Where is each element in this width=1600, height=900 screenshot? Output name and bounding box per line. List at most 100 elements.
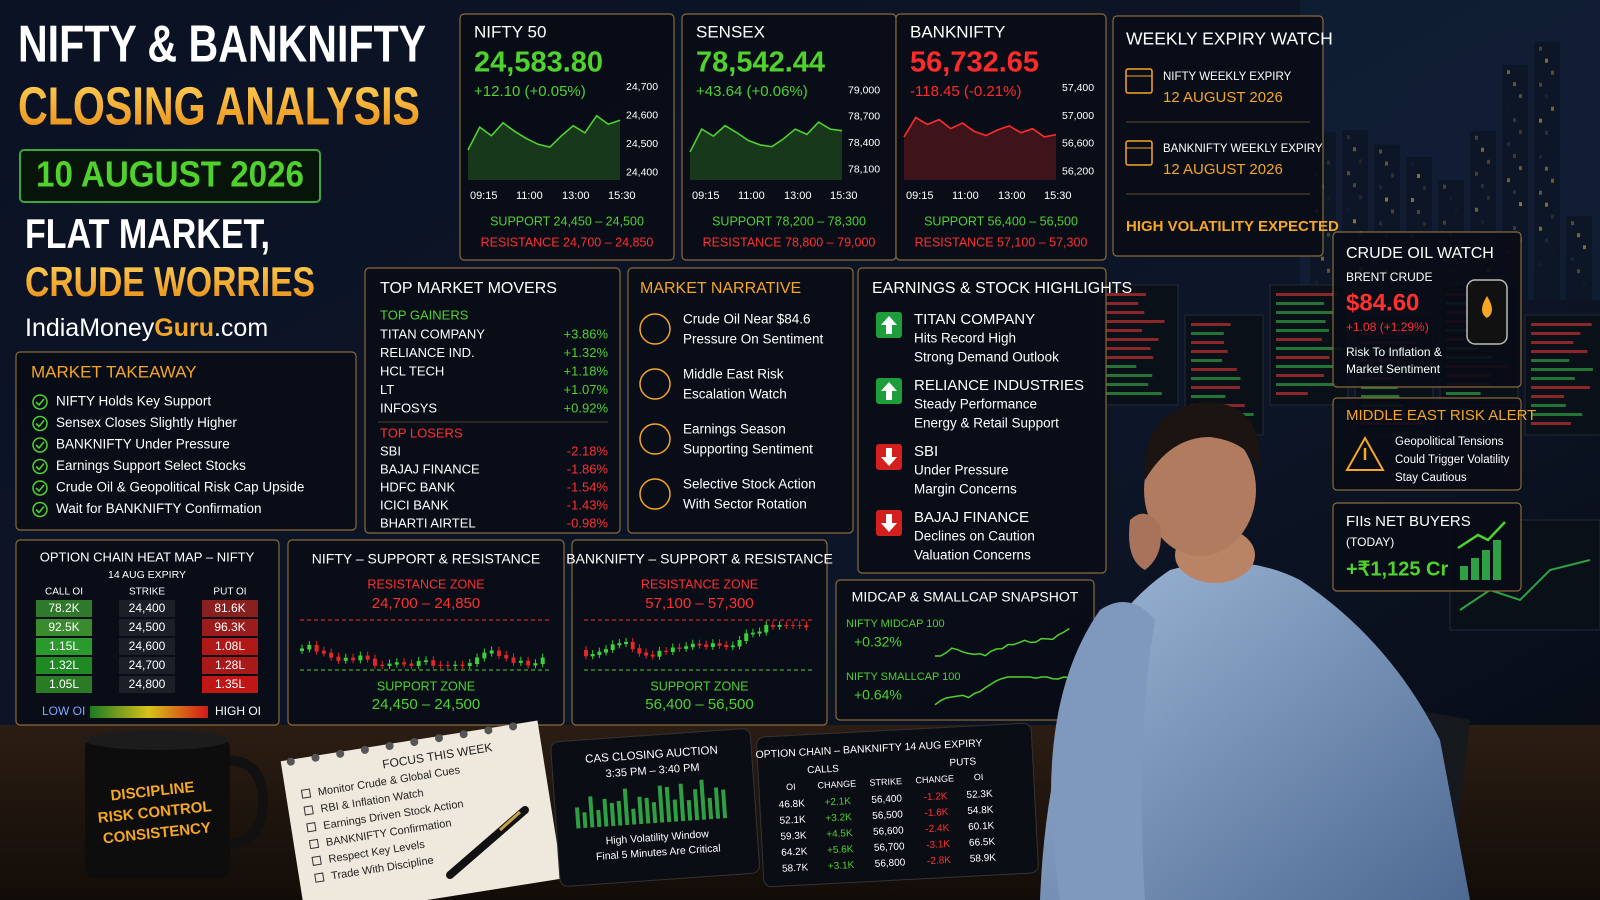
chain-value: -2.4K [925, 823, 950, 835]
stock-name: ICICI BANK [380, 497, 449, 512]
narrative-line: Selective Stock Action [683, 477, 816, 492]
scale-low: LOW OI [42, 704, 85, 718]
volume-bar [651, 802, 658, 824]
building-window [1519, 166, 1522, 171]
crude-price: $84.60 [1346, 289, 1419, 316]
building-window [1379, 185, 1382, 190]
heat-scale [90, 706, 208, 718]
monitor-row [1531, 386, 1590, 389]
zone-range: 56,400 – 56,500 [645, 696, 753, 713]
heat-cell [202, 619, 258, 636]
building-window [1571, 257, 1574, 262]
y-tick-label: 78,700 [848, 111, 880, 123]
crude-panel [1332, 231, 1522, 388]
stock-note: Margin Concerns [914, 482, 1017, 497]
index-change: +0.32% [854, 634, 902, 650]
candle-body [409, 663, 414, 666]
building-window [1481, 147, 1484, 152]
candle-body [518, 660, 523, 663]
zone-label: SUPPORT ZONE [377, 679, 475, 693]
stock-name: HDFC BANK [380, 479, 455, 494]
heat-cell [202, 657, 258, 674]
building-window [1583, 281, 1586, 285]
building-window [1551, 178, 1554, 183]
risk-panel [1332, 397, 1522, 491]
candle-body [453, 664, 458, 666]
building-window [1513, 82, 1516, 87]
fii-value: +₹1,125 Cr [1346, 558, 1448, 580]
chain-value: 66.5K [969, 837, 996, 849]
stock-note: Hits Record High [914, 331, 1016, 346]
candle-body [314, 644, 319, 652]
candle-body [584, 650, 588, 657]
panel-title: NIFTY – SUPPORT & RESISTANCE [312, 551, 540, 567]
checkbox [306, 822, 317, 833]
hair [1144, 402, 1261, 480]
candle-body [416, 661, 421, 666]
stock-change: +1.32% [564, 345, 609, 360]
expiry-date: 12 AUGUST 2026 [1163, 161, 1283, 178]
panel-title: EARNINGS & STOCK HIGHLIGHTS [872, 280, 1132, 297]
candle-body [358, 655, 363, 661]
stock-note: Valuation Concerns [914, 548, 1031, 563]
y-tick-label: 24,600 [626, 109, 658, 121]
stock-name: RELIANCE INDUSTRIES [914, 377, 1084, 394]
building-window [1353, 147, 1356, 152]
volume-bar [637, 796, 644, 825]
monitor-row [1106, 374, 1153, 377]
stock-note: Declines on Caution [914, 529, 1035, 544]
tablet [756, 722, 1039, 888]
candle-body [717, 643, 722, 646]
site-part: .com [214, 314, 268, 342]
heat-cell [36, 657, 92, 674]
volume-bar [622, 788, 630, 826]
monitor-row [1191, 377, 1241, 380]
title: CLOSING ANALYSIS [18, 76, 420, 136]
resistance-level: RESISTANCE 78,800 – 79,000 [703, 235, 876, 249]
chain-value: -3.1K [926, 839, 951, 851]
takeaway-item: NIFTY Holds Key Support [56, 394, 211, 409]
panel-title: MARKET TAKEAWAY [31, 362, 197, 381]
checkbox [300, 788, 312, 799]
monitor-row [1531, 341, 1574, 344]
candle-body [677, 647, 682, 649]
notebook-ring [385, 741, 394, 750]
expiry-date: 12 AUGUST 2026 [1163, 89, 1283, 106]
monitor-row [1191, 323, 1231, 326]
group-header: PUTS [949, 756, 977, 768]
monitor-row [1531, 413, 1583, 416]
building-window [1391, 209, 1394, 214]
bar-icon [1471, 558, 1479, 580]
heat-cell [119, 676, 175, 693]
volume-bar [693, 789, 700, 821]
monitor-row [1276, 329, 1329, 332]
chain-value: 54.8K [967, 805, 994, 817]
chain-tablet: OPTION CHAIN – BANKNIFTY 14 AUG EXPIRYCA… [755, 722, 1039, 888]
building-window [1519, 94, 1522, 99]
candle-body [730, 645, 735, 648]
monitor-row [1106, 311, 1145, 314]
chain-value: -1.6K [924, 807, 949, 819]
building-window [1545, 202, 1548, 207]
zone-range: 24,450 – 24,500 [372, 696, 480, 713]
scale-high: HIGH OI [215, 704, 261, 718]
group-header: CALLS [807, 764, 840, 777]
candle-body [604, 649, 609, 653]
chain-value: 56,800 [874, 857, 906, 870]
monitor-row [1276, 365, 1334, 368]
heat-value: 78.2K [48, 601, 79, 615]
candle-body [438, 664, 443, 666]
panel-title: TOP MARKET MOVERS [380, 280, 557, 297]
y-tick-label: 57,000 [1062, 110, 1094, 122]
candle-body [533, 663, 538, 666]
risk-line: Stay Cautious [1395, 472, 1467, 484]
stock-change: -2.18% [567, 443, 609, 458]
building-window [1449, 196, 1452, 201]
column-header: OI [974, 772, 984, 782]
candle-body [750, 632, 755, 635]
volume-bar [707, 797, 714, 820]
building-window [1443, 184, 1446, 189]
building-window [1513, 226, 1516, 231]
chain-value: -1.2K [923, 791, 948, 803]
